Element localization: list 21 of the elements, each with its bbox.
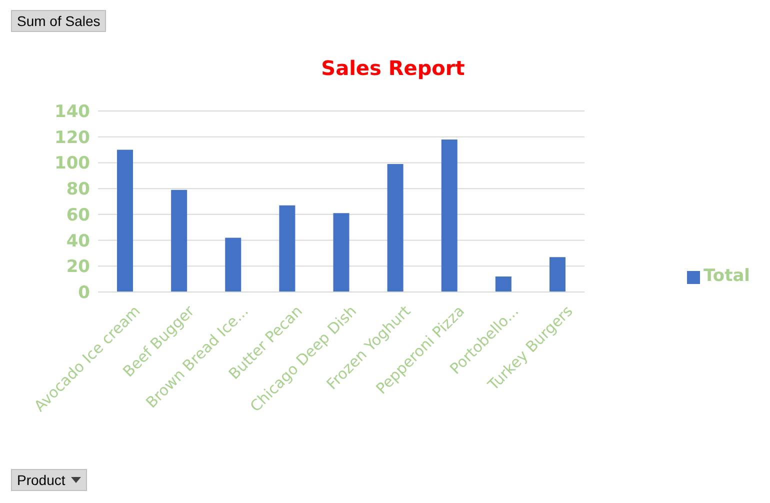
bar — [117, 150, 133, 292]
bar — [225, 238, 242, 292]
bar — [387, 164, 404, 292]
bar — [333, 213, 350, 292]
chart-title: Sales Report — [320, 56, 466, 80]
y-tick-label: 120 — [54, 128, 90, 148]
text: Sum of Sales — [11, 10, 106, 32]
legend-label: Total — [704, 266, 750, 286]
y-tick-label: 140 — [54, 102, 90, 122]
y-tick-label: 0 — [78, 283, 90, 304]
bar — [549, 257, 566, 292]
y-tick-label: 100 — [54, 154, 90, 174]
y-tick-label: 20 — [66, 257, 90, 278]
text: Product — [17, 472, 66, 488]
y-tick-label: 80 — [66, 180, 90, 200]
y-tick-label: 60 — [66, 205, 90, 226]
y-tick-label: 40 — [66, 231, 90, 252]
bar — [441, 139, 458, 292]
bar — [495, 276, 512, 292]
bar — [171, 190, 188, 292]
bar — [279, 205, 296, 292]
